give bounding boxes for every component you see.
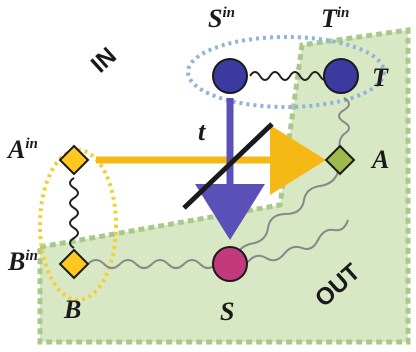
out-region	[37, 27, 411, 345]
node-s	[212, 246, 248, 282]
label-b-in: Bin	[7, 247, 38, 276]
wavy-link-sin-tin	[249, 71, 331, 81]
wavy-link-bin-s	[87, 259, 217, 269]
node-a	[324, 144, 356, 176]
wavy-link-tin-a	[338, 97, 350, 149]
label-s: S	[220, 297, 234, 326]
transfer-slash	[182, 122, 274, 210]
label-t-in: Tin	[321, 4, 349, 33]
label-t: T	[372, 63, 389, 92]
node-s-in	[212, 58, 248, 94]
label-a: A	[370, 145, 389, 174]
label-transfer-t: t	[198, 117, 206, 146]
node-a-in	[58, 144, 90, 176]
label-a-in: Ain	[6, 135, 38, 164]
wavy-link-s-out	[247, 219, 349, 263]
label-b: B	[63, 295, 81, 324]
region-in-label: IN	[86, 42, 122, 78]
label-s-in: Sin	[208, 4, 235, 33]
node-t-in	[323, 58, 359, 94]
s-t-in-ellipse	[186, 35, 386, 109]
node-b-in	[58, 248, 90, 280]
wavy-link-ain-bin	[69, 177, 79, 249]
